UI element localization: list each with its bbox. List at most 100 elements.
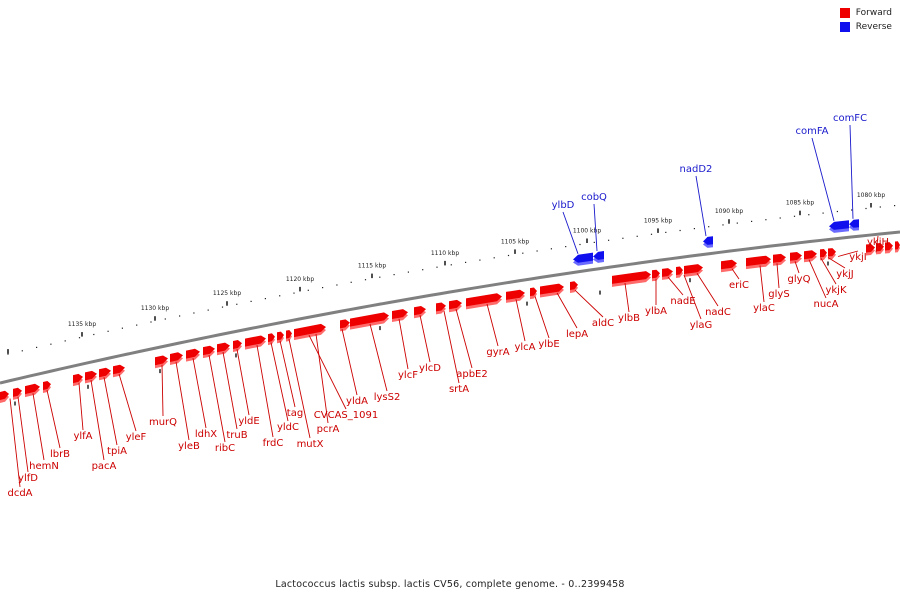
ruler-minor-tick [693, 228, 695, 230]
ruler-minor-tick [779, 217, 781, 219]
forward-gene-arrow [436, 302, 446, 312]
gene-leader-line [398, 318, 409, 370]
forward-gene-arrow [286, 330, 292, 339]
forward-gene-arrow [746, 255, 771, 267]
gene-leader-line [443, 310, 460, 384]
forward-gene-label: frdC [263, 438, 284, 449]
forward-gene-label: mutX [297, 439, 324, 450]
ruler-minor-tick [765, 219, 767, 221]
forward-gene-arrow [277, 331, 284, 341]
gene-leader-line [486, 303, 499, 347]
gene-leader-line [78, 382, 84, 431]
ruler-minor-tick [579, 243, 581, 246]
ruler-tick-label: 1120 kbp [286, 276, 314, 283]
legend-item-forward: Forward [839, 8, 892, 18]
gene-leader-line [175, 361, 190, 441]
ruler-minor-tick [550, 248, 552, 250]
forward-gene-label: CVCAS_1091 [314, 410, 378, 421]
ruler-minor-tick [793, 215, 796, 217]
forward-gene-arrow [25, 383, 40, 395]
gene-leader-line [562, 211, 579, 254]
legend: Forward Reverse [839, 8, 892, 36]
feature-marker [87, 384, 89, 389]
forward-gene-arrow [43, 381, 51, 390]
forward-swatch [839, 8, 850, 18]
forward-gene-arrow [268, 333, 275, 343]
ruler-major-tick [657, 228, 659, 233]
ruler-minor-tick [293, 292, 295, 294]
forward-gene-arrow [217, 342, 230, 353]
gene-leader-line [695, 175, 707, 237]
gene-leader-line [534, 296, 550, 339]
ruler-major-tick [154, 316, 156, 321]
ruler-major-tick [371, 273, 373, 279]
gene-leader-line [667, 276, 684, 296]
gene-leader-line [103, 377, 118, 446]
ruler-minor-tick [93, 333, 95, 336]
reverse-gene-arrow [573, 252, 593, 263]
ruler-tick-label: 1130 kbp [141, 305, 169, 312]
ruler-tick-label: 1110 kbp [431, 250, 459, 257]
gene-leader-line [849, 124, 854, 219]
gene-leader-line [279, 340, 296, 408]
gene-leader-line [808, 259, 827, 299]
forward-gene-arrow [652, 269, 660, 279]
forward-gene-arrow [85, 370, 97, 381]
forward-gene-label: glyQ [788, 274, 811, 285]
ruler-minor-tick [136, 324, 138, 326]
forward-gene-label: ykjH [867, 237, 889, 248]
forward-gene-arrow [294, 323, 326, 338]
forward-gene-label: ylbE [538, 339, 559, 350]
ruler-tick-label: 1095 kbp [644, 217, 672, 224]
reverse-gene-arrow [849, 219, 859, 228]
gene-leader-line [731, 268, 740, 280]
feature-marker [526, 301, 528, 306]
forward-gene-arrow [506, 289, 525, 300]
gene-leader-line [776, 263, 780, 289]
ruler-minor-tick [436, 266, 438, 268]
ruler-minor-tick [393, 274, 395, 276]
map-caption: Lactococcus lactis subsp. lactis CV56, c… [275, 579, 625, 590]
ruler: 1135 kbp 1130 kbp 1125 kbp 1120 kbp 1115 kbp… [7, 192, 896, 355]
ruler-minor-tick [522, 252, 524, 254]
gene-leader-line [593, 203, 598, 252]
forward-gene-arrow [885, 242, 893, 251]
forward-gene-arrow [828, 248, 836, 257]
gene-leader-line [222, 351, 238, 430]
forward-gene-label: hemN [29, 461, 59, 472]
ruler-tick-label: 1135 kbp [68, 321, 96, 328]
feature-marker [159, 369, 161, 374]
ruler-major-tick [870, 203, 872, 208]
forward-gene-label: tag [287, 408, 303, 419]
forward-gene-label: ylbB [618, 313, 640, 324]
ruler-tick-label: 1100 kbp [573, 228, 601, 235]
forward-gene-label: tpiA [107, 446, 127, 457]
feature-marker [14, 401, 16, 406]
feature-marker [235, 353, 237, 358]
gene-leader-line [315, 333, 329, 424]
ruler-minor-tick [36, 346, 38, 348]
forward-gene-arrow [113, 364, 125, 375]
ruler-minor-tick [78, 337, 81, 339]
reverse-gene-arrow [593, 251, 604, 260]
forward-gene-label: yleF [126, 432, 147, 443]
ruler-minor-tick [7, 353, 9, 355]
gene-leader-line [32, 393, 45, 461]
ruler-minor-tick [894, 205, 896, 207]
forward-gene-arrow [773, 253, 786, 263]
gene-leader-line [419, 315, 431, 363]
gene-leader-line [161, 364, 164, 417]
ruler-minor-tick [236, 303, 238, 305]
forward-gene-label: ribC [215, 443, 235, 454]
ruler-tick-label: 1115 kbp [358, 263, 386, 270]
feature-marker [827, 261, 829, 266]
feature-marker [599, 290, 601, 295]
ruler-minor-tick [364, 279, 367, 281]
gene-leader-line [288, 338, 311, 439]
ruler-minor-tick [507, 254, 510, 257]
forward-gene-label: ylcF [398, 370, 418, 381]
forward-gene-arrow [866, 244, 875, 253]
gene-leader-line [683, 274, 702, 320]
gene-leader-line [90, 380, 105, 461]
